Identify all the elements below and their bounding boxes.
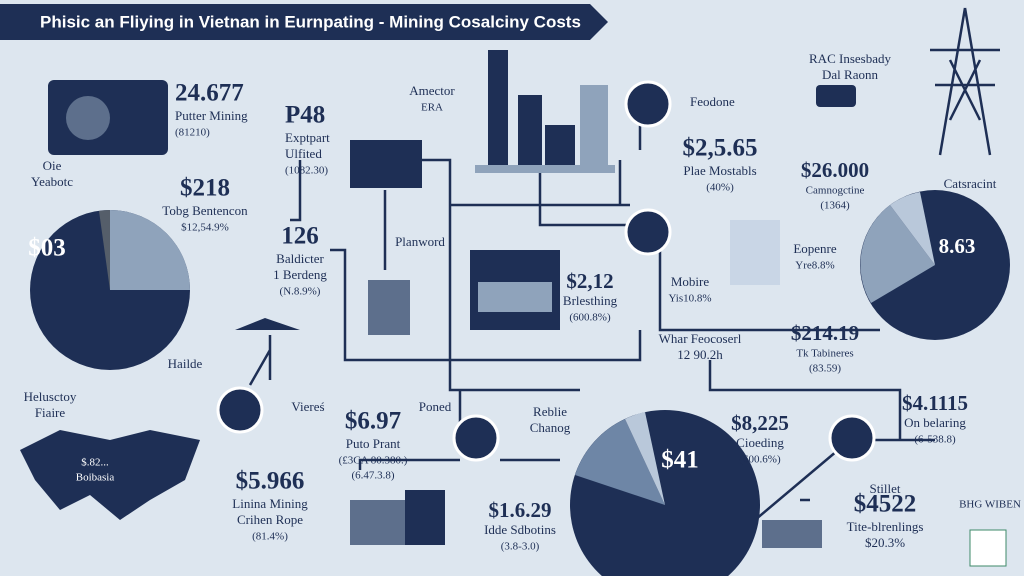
label: Feodone	[690, 94, 735, 109]
label: (600.6%)	[739, 454, 781, 466]
label: Fiaire	[35, 405, 66, 420]
label: P48	[285, 102, 325, 129]
label: Cioeding	[736, 435, 784, 450]
label: $214.19	[791, 321, 859, 345]
label: $5.966	[236, 468, 305, 495]
label: Eopenre	[793, 241, 837, 256]
label: 126	[281, 223, 319, 250]
label: $12,54.9%	[181, 222, 229, 234]
label: Linina Mining	[232, 496, 308, 511]
label: Puto Prant	[346, 436, 401, 451]
label: Tobg Bentencon	[162, 203, 248, 218]
label: 12 90.2h	[677, 347, 723, 362]
label: On belaring	[904, 415, 966, 430]
label: (£3CA 80.380.)	[339, 455, 408, 467]
label: $26.000	[801, 158, 869, 182]
label: 1 Berdeng	[273, 267, 327, 282]
label: Tk Tabineres	[796, 348, 853, 360]
label: Crihen Rope	[237, 512, 303, 527]
label: $4522	[854, 491, 917, 518]
label: Idde Sdbotins	[484, 522, 556, 537]
label: (40%)	[706, 182, 734, 194]
label: Planword	[395, 234, 445, 249]
label: (600.8%)	[569, 312, 611, 324]
label: $218	[180, 175, 230, 202]
label: (1082.30)	[285, 165, 328, 177]
label: (6.47.3.8)	[351, 470, 394, 482]
label: $1.6.29	[489, 498, 552, 522]
label: (81.4%)	[252, 531, 288, 543]
label: Helusctoy	[24, 389, 77, 404]
label: $2,5.65	[683, 135, 758, 162]
label: (N.8.9%)	[280, 286, 321, 298]
label: 24.677	[175, 80, 244, 107]
label: Hailde	[168, 356, 203, 371]
label: $.82...	[81, 457, 109, 469]
label: Dal Raonn	[822, 67, 878, 82]
label: Plae Mostabls	[683, 163, 756, 178]
label: Reblie	[533, 404, 567, 419]
label: (6-538.8)	[914, 434, 956, 446]
label: $2,12	[566, 269, 613, 293]
label: ERA	[421, 102, 443, 114]
label: (81210)	[175, 127, 210, 139]
label: Camnogctine	[806, 185, 865, 197]
label: BHG WIBEN	[959, 499, 1021, 511]
label: Baldicter	[276, 251, 324, 266]
label: Exptpart	[285, 130, 330, 145]
label: $03	[28, 235, 66, 262]
label: $6.97	[345, 408, 401, 435]
label: Brlesthing	[563, 293, 618, 308]
label: Yre8.8%	[795, 260, 834, 272]
label: Whar Feocoserl	[659, 331, 742, 346]
label: $4.1115	[902, 391, 968, 415]
label: (1364)	[820, 200, 850, 212]
label: 8.63	[939, 234, 976, 258]
label: Yis10.8%	[668, 293, 711, 305]
label: Putter Mining	[175, 108, 248, 123]
label: Mobire	[671, 274, 710, 289]
label: Stillet	[869, 481, 900, 496]
label: Yeabotc	[31, 174, 73, 189]
label: Ulfited	[285, 146, 322, 161]
label: $41	[661, 447, 699, 474]
title: Phisic an Fliying in Vietnan in Eurnpati…	[40, 12, 581, 31]
label: (83.59)	[809, 363, 841, 375]
label: Catsracint	[944, 176, 997, 191]
label: Amector	[409, 83, 455, 98]
label: RAC Insesbady	[809, 51, 891, 66]
label: Boibasia	[76, 472, 115, 484]
label: Oie	[43, 158, 62, 173]
label: Chanog	[530, 420, 571, 435]
label: (3.8-3.0)	[501, 541, 540, 553]
label: Viereś	[291, 399, 324, 414]
label: Poned	[419, 399, 452, 414]
label: Tite-blrenlings	[847, 519, 924, 534]
decor	[0, 4, 1010, 576]
label: $20.3%	[865, 535, 905, 550]
label: $8,225	[731, 411, 789, 435]
